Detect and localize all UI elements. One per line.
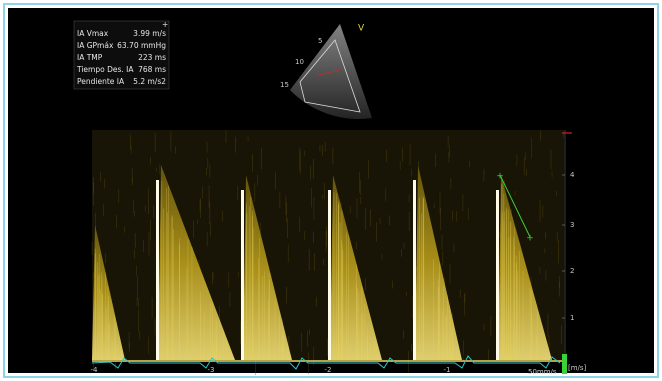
sweep-speed: 50mm/s bbox=[528, 368, 557, 376]
time-label: -4 bbox=[91, 366, 99, 374]
valve-click bbox=[328, 190, 331, 360]
velocity-label: 2 bbox=[570, 267, 574, 275]
measurement-value: 3.99 m/s bbox=[133, 29, 166, 38]
measurement-value: 223 ms bbox=[138, 53, 166, 62]
depth-label: 5 bbox=[318, 37, 322, 45]
measurement-value: 768 ms bbox=[138, 65, 166, 74]
measurement-value: 63.70 mmHg bbox=[117, 41, 166, 50]
caliper-point: + bbox=[526, 234, 534, 244]
page: + IA Vmax 3.99 m/s IA GPmáx63.70 mmHg IA TM… bbox=[0, 0, 662, 381]
time-label: -1 bbox=[444, 366, 451, 374]
velocity-unit: [m/s] bbox=[568, 364, 587, 372]
velocity-label: 4 bbox=[570, 171, 575, 179]
valve-click bbox=[241, 190, 244, 360]
measurement-value: 5.2 m/s2 bbox=[133, 77, 166, 86]
measurement-label: IA TMP bbox=[77, 53, 103, 62]
valve-click bbox=[156, 180, 159, 360]
valve-click bbox=[496, 190, 499, 360]
measurement-label: IA Vmax bbox=[77, 29, 109, 38]
velocity-label: 3 bbox=[570, 221, 574, 229]
depth-label: 15 bbox=[280, 81, 289, 89]
measurement-label: Pendiente IA bbox=[77, 77, 125, 86]
velocity-label: 1 bbox=[570, 314, 574, 322]
caliper-point: + bbox=[496, 172, 504, 182]
measurement-label: Tiempo Des. IA bbox=[76, 65, 134, 74]
measurement-label: IA GPmáx bbox=[77, 41, 114, 50]
probe-label: V bbox=[358, 24, 365, 34]
valve-click bbox=[413, 180, 416, 360]
depth-label: 10 bbox=[295, 58, 304, 66]
ultrasound-screen: + IA Vmax 3.99 m/s IA GPmáx63.70 mmHg IA TM… bbox=[0, 0, 662, 381]
level-bar bbox=[562, 354, 567, 374]
time-label: -2 bbox=[325, 366, 332, 374]
time-label: -3 bbox=[208, 366, 215, 374]
panel-marker: + bbox=[162, 20, 168, 29]
